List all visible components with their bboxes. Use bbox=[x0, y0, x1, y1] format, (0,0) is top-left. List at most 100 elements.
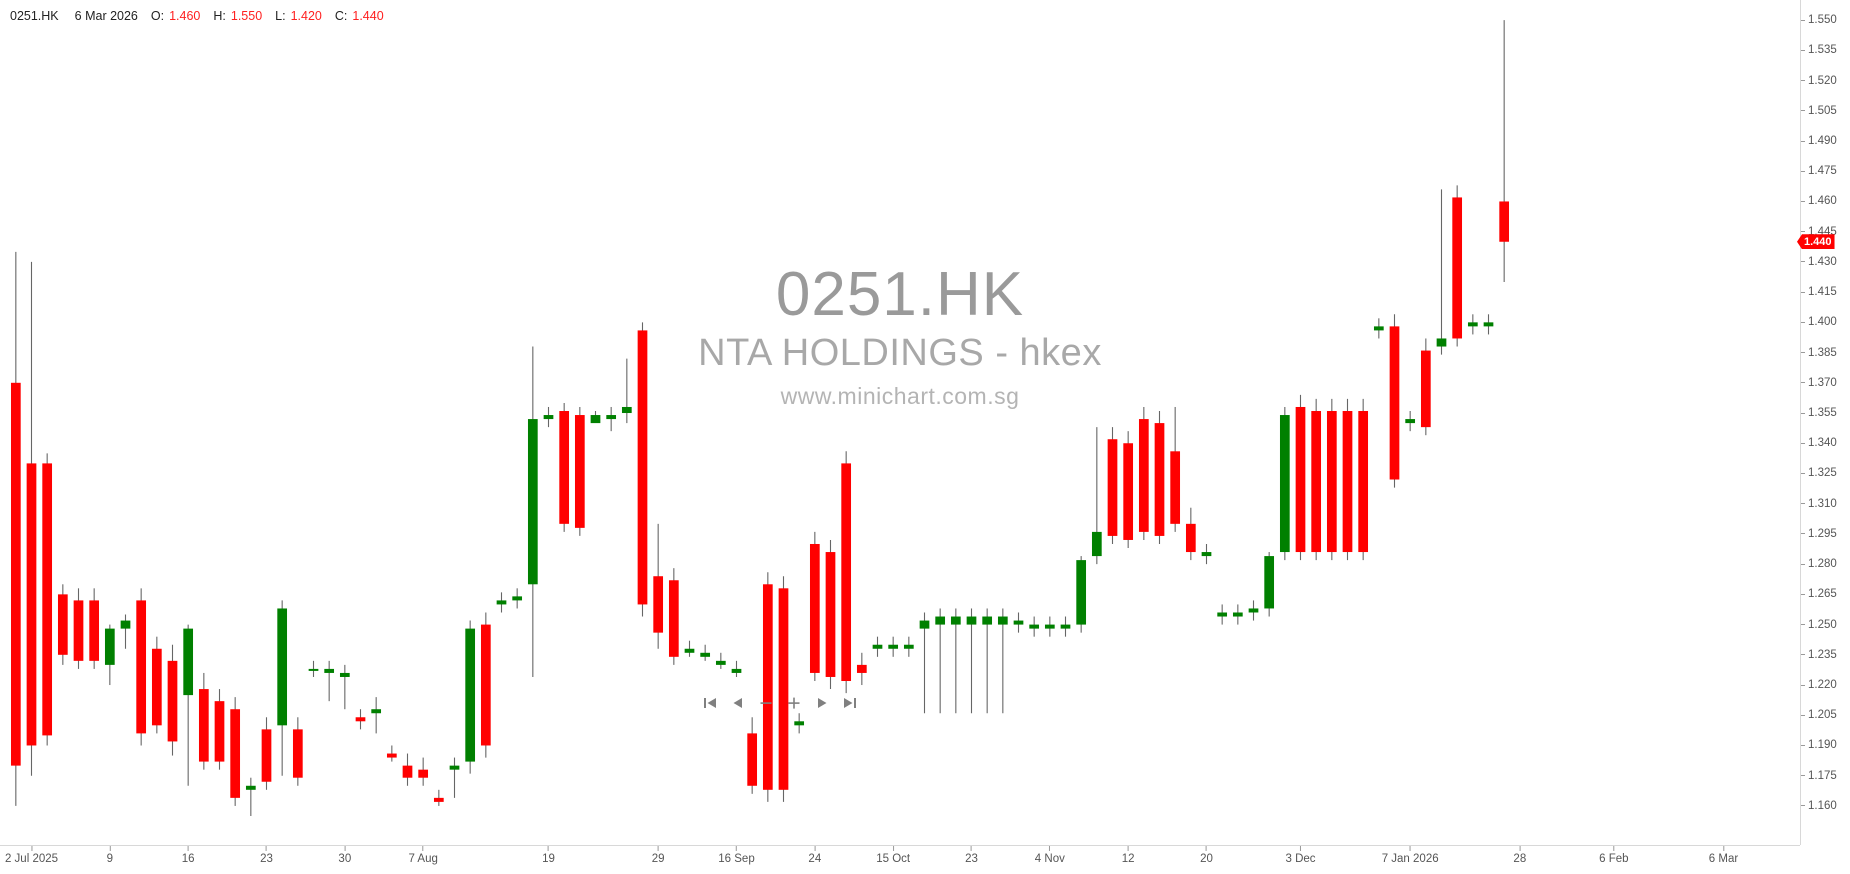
date-axis-tick: 7 Aug bbox=[408, 846, 438, 865]
candle-body bbox=[151, 648, 162, 726]
candle-body bbox=[903, 644, 914, 649]
date-axis-tick: 20 bbox=[1200, 846, 1213, 865]
price-axis-tick-label: 1.550 bbox=[1808, 14, 1837, 27]
date-axis-tick-label: 19 bbox=[542, 853, 555, 865]
date-axis-tick-label: 24 bbox=[808, 853, 822, 865]
candle-body bbox=[1389, 326, 1400, 480]
date-axis-tick: 16 bbox=[182, 846, 195, 865]
candle-body bbox=[1248, 608, 1259, 613]
price-axis-tick-label: 1.220 bbox=[1808, 679, 1837, 692]
candle-body bbox=[950, 616, 961, 625]
candle-body bbox=[668, 580, 679, 657]
price-axis-tick-label: 1.190 bbox=[1808, 739, 1837, 752]
candle-body bbox=[1436, 338, 1447, 347]
candle-body bbox=[214, 701, 225, 762]
tick-dash-icon bbox=[1801, 805, 1805, 807]
price-axis[interactable]: 1.440 1.550 1.535 1.520 1.505 1.490 1.475 1.46… bbox=[1797, 0, 1850, 845]
tick-dash-icon bbox=[1801, 170, 1805, 172]
candle-body bbox=[997, 616, 1008, 625]
tick-dash-icon bbox=[1801, 503, 1805, 505]
price-axis-tick-label: 1.385 bbox=[1808, 346, 1837, 359]
candle-body bbox=[1013, 620, 1024, 625]
tick-mark-icon bbox=[1127, 846, 1129, 851]
tick-dash-icon bbox=[1801, 19, 1805, 21]
date-axis-tick: 23 bbox=[260, 846, 273, 865]
candle-body bbox=[715, 660, 726, 665]
zoom-in-icon[interactable] bbox=[784, 693, 804, 713]
candle-body bbox=[418, 769, 429, 778]
candle-body bbox=[872, 644, 883, 649]
date-axis-tick-label: 15 Oct bbox=[876, 853, 911, 865]
candle-body bbox=[1154, 423, 1165, 536]
candle-body bbox=[480, 624, 491, 746]
tick-dash-icon bbox=[1801, 472, 1805, 474]
candle-body bbox=[856, 664, 867, 673]
candle-body bbox=[700, 652, 711, 657]
price-axis-tick-label: 1.280 bbox=[1808, 558, 1837, 571]
date-axis-tick: 24 bbox=[808, 846, 821, 865]
date-axis-tick-label: 2 Jul 2025 bbox=[4, 853, 59, 865]
price-axis-tick: 1.340 bbox=[1801, 436, 1837, 450]
price-axis-tick: 1.325 bbox=[1801, 466, 1837, 480]
date-axis-tick-label: 23 bbox=[965, 853, 978, 865]
price-axis-tick-label: 1.265 bbox=[1808, 588, 1837, 601]
candle-body bbox=[1264, 556, 1275, 609]
candle-body bbox=[1029, 624, 1040, 629]
price-axis-tick-label: 1.355 bbox=[1808, 407, 1837, 420]
tick-mark-icon bbox=[422, 846, 424, 851]
candle-body bbox=[1185, 523, 1196, 553]
zoom-out-icon[interactable] bbox=[756, 693, 776, 713]
candle-body bbox=[559, 411, 570, 524]
price-axis-tick-label: 1.520 bbox=[1808, 74, 1837, 87]
price-axis-tick: 1.505 bbox=[1801, 104, 1837, 118]
price-axis-tick-label: 1.205 bbox=[1808, 709, 1837, 722]
high-label: H: bbox=[213, 9, 226, 23]
price-axis-tick-label: 1.415 bbox=[1808, 286, 1837, 299]
close-label: C: bbox=[334, 9, 348, 23]
candle-body bbox=[1467, 322, 1478, 327]
date-axis-tick: 12 bbox=[1122, 846, 1135, 865]
candle-body bbox=[809, 543, 820, 673]
chart-plot-area[interactable]: 0251.HK NTA HOLDINGS - hkex www.minichar… bbox=[0, 0, 1800, 845]
previous-icon[interactable] bbox=[728, 693, 748, 713]
price-axis-tick-label: 1.175 bbox=[1808, 769, 1837, 782]
next-icon[interactable] bbox=[812, 693, 832, 713]
tick-dash-icon bbox=[1801, 200, 1805, 202]
candle-body bbox=[590, 415, 601, 424]
tick-mark-icon bbox=[1519, 846, 1521, 851]
price-axis-tick-label: 1.460 bbox=[1808, 195, 1837, 208]
candle-body bbox=[496, 600, 507, 605]
date-axis-tick-label: 7 Aug bbox=[408, 853, 438, 865]
candle-body bbox=[230, 709, 241, 798]
candle-body bbox=[574, 415, 585, 528]
price-axis-tick: 1.550 bbox=[1801, 13, 1837, 27]
candle-body bbox=[543, 415, 554, 420]
tick-mark-icon bbox=[1723, 846, 1724, 851]
tick-mark-icon bbox=[344, 846, 346, 851]
candle-body bbox=[355, 717, 366, 722]
tick-mark-icon bbox=[1205, 846, 1207, 851]
skip-to-first-icon[interactable] bbox=[700, 693, 720, 713]
low-value: 1.420 bbox=[290, 9, 322, 23]
candle-body bbox=[73, 600, 84, 661]
candle-body bbox=[1044, 624, 1055, 629]
candle-body bbox=[1201, 552, 1212, 557]
tick-mark-icon bbox=[30, 846, 32, 851]
candle-body bbox=[10, 382, 21, 766]
tick-mark-icon bbox=[187, 846, 189, 851]
close-value: 1.440 bbox=[352, 9, 384, 23]
tick-mark-icon bbox=[265, 846, 267, 851]
date-axis-tick-label: 28 bbox=[1513, 853, 1527, 865]
price-axis-tick: 1.415 bbox=[1801, 285, 1837, 299]
candle-body bbox=[747, 733, 758, 786]
candle-body bbox=[527, 419, 538, 585]
skip-to-last-icon[interactable] bbox=[840, 693, 860, 713]
candle-body bbox=[26, 463, 37, 746]
price-axis-tick: 1.355 bbox=[1801, 406, 1837, 420]
price-axis-tick: 1.400 bbox=[1801, 315, 1837, 329]
tick-dash-icon bbox=[1801, 744, 1805, 746]
candle-body bbox=[1295, 406, 1306, 553]
candle-body bbox=[888, 644, 899, 649]
date-axis[interactable]: 2 Jul 2025 9 16 23 30 7 Aug 19 29 16 Sep 24 15 Oct… bbox=[0, 845, 1800, 874]
date-axis-tick-label: 16 bbox=[181, 853, 195, 865]
